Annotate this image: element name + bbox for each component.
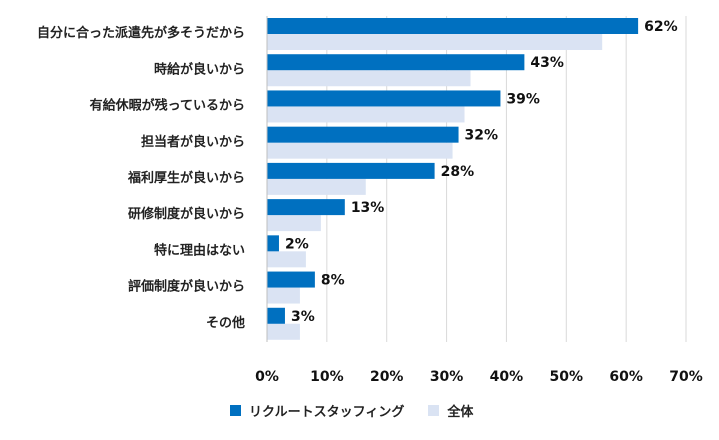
bar-overall (267, 215, 321, 232)
category-label: 研修制度が良いから (128, 206, 245, 222)
bars (267, 18, 639, 340)
data-label: 62% (644, 19, 678, 35)
bar-primary (267, 18, 639, 34)
bar-overall (267, 323, 300, 340)
bar-primary (267, 271, 315, 288)
bar-overall (267, 70, 471, 87)
labels: 0% 10% 20% 30% 40% 50% 60% 70% 62% 自分に合った派遣先が多そうだ… (37, 19, 703, 385)
x-tick-label: 40% (490, 369, 524, 385)
data-label: 3% (291, 309, 315, 325)
bar-primary (267, 199, 345, 216)
bar-overall (267, 178, 366, 195)
bar-overall (267, 142, 453, 159)
legend-swatch-overall (428, 405, 440, 416)
bar-primary (267, 54, 525, 71)
data-label: 8% (321, 273, 345, 289)
data-label: 32% (465, 128, 499, 144)
data-label: 39% (506, 91, 540, 107)
x-tick-label: 0% (255, 369, 279, 385)
legend-item-overall: 全体 (428, 401, 473, 420)
legend: リクルートスタッフィング 全体 (230, 401, 497, 420)
bar-primary (267, 126, 459, 143)
legend-label-overall: 全体 (447, 405, 474, 420)
category-label: その他 (206, 315, 245, 331)
category-label: 福利厚生が良いから (127, 170, 245, 186)
bar-primary (267, 235, 279, 252)
legend-swatch-primary (230, 405, 241, 416)
x-tick-label: 50% (550, 369, 584, 385)
data-label: 13% (351, 200, 385, 216)
bar-overall (267, 34, 603, 50)
bar-overall (267, 251, 306, 268)
bar-primary (267, 307, 285, 324)
x-tick-label: 70% (669, 369, 703, 385)
x-tick-label: 60% (609, 369, 643, 385)
category-label: 特に理由はない (154, 242, 245, 258)
data-label: 28% (441, 164, 475, 180)
bar-primary (267, 162, 435, 179)
bar-overall (267, 106, 465, 123)
category-label: 担当者が良いから (141, 134, 245, 150)
legend-item-primary: リクルートスタッフィング (230, 401, 404, 420)
data-label: 2% (285, 236, 309, 252)
category-label: 評価制度が良いから (128, 279, 245, 295)
x-tick-label: 20% (370, 369, 404, 385)
bar-overall (267, 287, 300, 304)
x-tick-label: 10% (310, 369, 344, 385)
category-label: 時給が良いから (154, 61, 245, 77)
x-tick-label: 30% (430, 369, 464, 385)
category-label: 有給休暇が残っているから (90, 98, 245, 114)
data-label: 43% (530, 55, 564, 71)
bar-primary (267, 90, 501, 107)
category-label: 自分に合った派遣先が多そうだから (37, 25, 245, 41)
legend-label-primary: リクルートスタッフィング (249, 405, 405, 420)
